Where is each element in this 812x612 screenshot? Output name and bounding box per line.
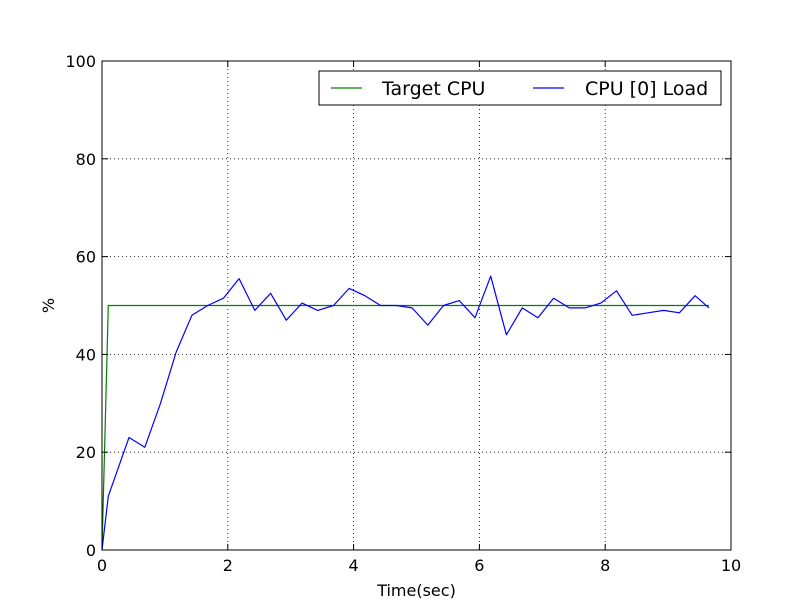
y-tick-label: 40 [76,345,96,364]
y-axis-label: % [39,298,58,313]
series-line-0 [101,304,709,551]
legend-box [318,70,722,106]
series-lines [101,275,710,551]
y-tick-label: 20 [76,443,96,462]
y-tick-label: 100 [65,52,96,71]
legend: Target CPU CPU [0] Load [318,70,722,106]
x-tick-label: 4 [349,556,359,575]
x-tick-label: 2 [223,556,233,575]
y-tick-label: 60 [76,248,96,267]
y-tick-label: 0 [86,541,96,560]
x-tick-label: 10 [721,556,741,575]
legend-label-target-cpu: Target CPU [381,78,485,100]
axis-ticks [101,60,732,551]
x-tick-label: 8 [600,556,610,575]
x-tick-label: 6 [474,556,484,575]
plot-frame [101,60,732,551]
legend-label-cpu-load: CPU [0] Load [585,78,708,100]
x-tick-label: 0 [97,556,107,575]
y-tick-label: 80 [76,150,96,169]
x-axis-label: Time(sec) [376,581,456,600]
series-line-1 [101,275,710,551]
